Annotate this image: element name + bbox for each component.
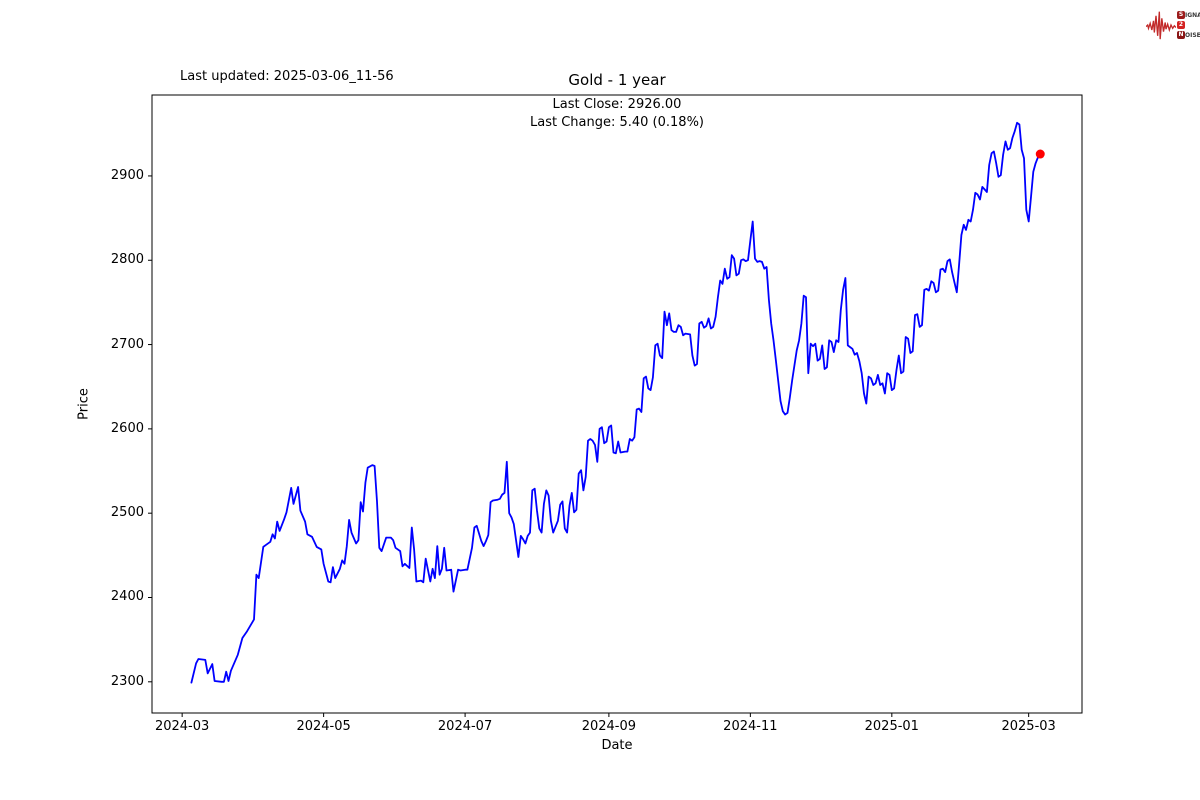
x-tick-label: 2024-09	[581, 719, 637, 734]
y-tick-label: 2300	[110, 673, 144, 689]
x-tick-label: 2024-03	[154, 719, 210, 734]
y-tick-label: 2400	[110, 589, 144, 605]
logo-2-badge: 2	[1177, 21, 1185, 29]
y-tick-label: 2500	[110, 505, 144, 521]
seismograph-waveform-icon	[1146, 11, 1176, 40]
last-change-annotation: Last Change: 5.40 (0.18%)	[529, 115, 704, 130]
y-axis-label: Price	[76, 388, 92, 420]
x-tick-label: 2025-03	[1001, 719, 1056, 734]
x-tick-label: 2024-05	[296, 719, 351, 734]
x-tick-label: 2025-01	[864, 719, 919, 734]
logo-noise-text: OISE	[1185, 31, 1200, 39]
y-tick-label: 2800	[110, 252, 144, 268]
last-close-marker	[1035, 149, 1045, 159]
x-axis-label: Date	[601, 738, 633, 753]
x-tick-label: 2024-11	[723, 719, 778, 734]
x-tick-label: 2024-07	[437, 719, 493, 734]
logo-signal-text: IGNAL	[1185, 11, 1200, 19]
plot-border	[151, 94, 1083, 714]
chart-title: Gold - 1 year	[568, 71, 666, 89]
gold-price-line	[190, 121, 1042, 684]
logo-s-badge: S	[1177, 11, 1185, 19]
y-tick-label: 2900	[110, 167, 144, 183]
last-updated-text: Last updated: 2025-03-06_11-56	[180, 69, 394, 84]
logo-n-badge: N	[1177, 31, 1185, 39]
y-tick-label: 2700	[110, 336, 144, 352]
last-close-annotation: Last Close: 2926.00	[552, 97, 682, 112]
y-tick-label: 2600	[110, 420, 144, 436]
